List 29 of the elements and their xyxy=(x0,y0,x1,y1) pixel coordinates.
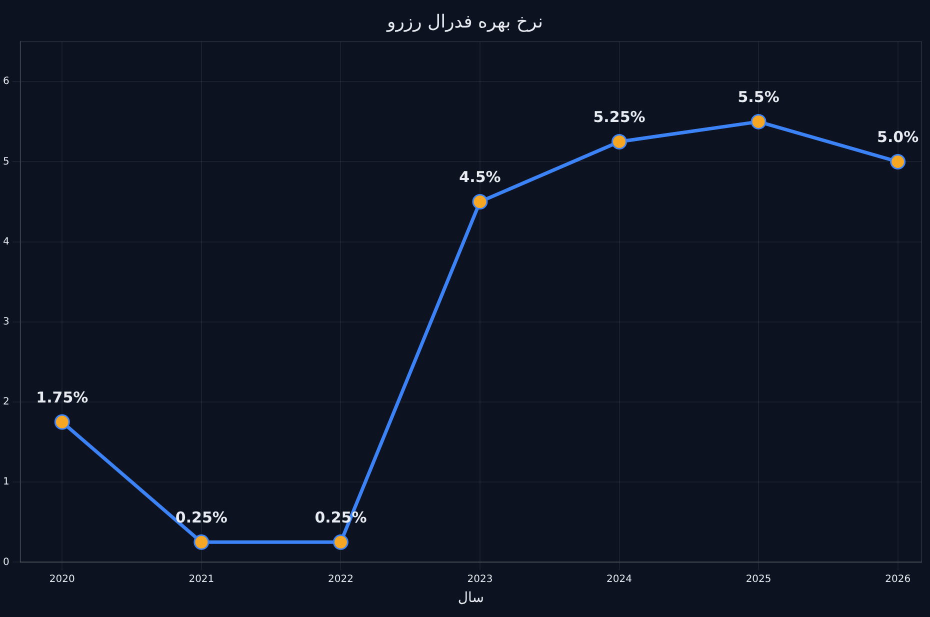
data-label: 4.5% xyxy=(459,168,501,186)
x-tick-label: 2020 xyxy=(49,574,75,585)
x-tick-label: 2024 xyxy=(606,574,632,585)
y-tick-label: 5 xyxy=(2,156,10,168)
y-tick-label: 1 xyxy=(2,476,10,488)
x-tick-label: 2025 xyxy=(746,574,772,585)
x-axis-title: سال xyxy=(458,590,484,606)
data-label: 5.5% xyxy=(738,88,780,106)
data-label: 0.25% xyxy=(175,508,228,527)
data-label: 5.25% xyxy=(593,108,646,126)
x-tick-label: 2022 xyxy=(328,574,354,585)
x-tick-label: 2021 xyxy=(188,574,214,585)
y-tick-label: 3 xyxy=(2,316,10,328)
y-tick-label: 2 xyxy=(2,396,10,408)
point xyxy=(194,534,210,550)
x-tick-label: 2026 xyxy=(885,574,911,585)
point xyxy=(54,414,70,430)
point xyxy=(332,534,348,550)
point xyxy=(612,134,628,150)
y-tick-label: 6 xyxy=(2,76,10,88)
y-tick-label: 4 xyxy=(2,236,10,248)
point xyxy=(890,154,906,170)
data-label: 5.0% xyxy=(877,128,919,146)
chart-title: نرخ بهره فدرال رزرو xyxy=(386,11,543,32)
x-tick-label: 2023 xyxy=(467,574,493,585)
point xyxy=(472,194,488,210)
y-tick-label: 0 xyxy=(2,556,10,568)
point xyxy=(750,114,766,130)
data-label: 1.75% xyxy=(36,388,88,406)
